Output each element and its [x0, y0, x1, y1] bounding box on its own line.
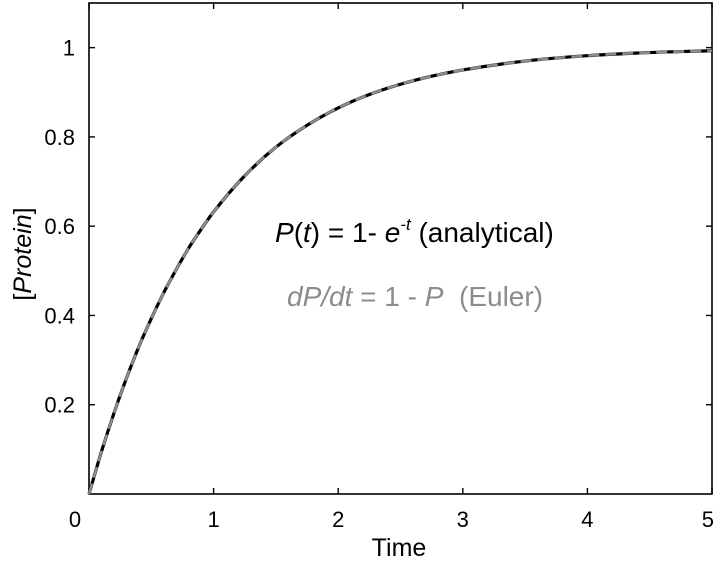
analytical-annotation: P(t) = 1- e-t (analytical): [275, 215, 554, 248]
euler-eq: = 1 -: [352, 281, 424, 312]
y-tick-label: 0.6: [44, 214, 75, 239]
anno-analytical-label: (analytical): [411, 217, 554, 248]
tick-marks: [88, 3, 713, 494]
euler-p: P: [425, 281, 444, 312]
plot-frame: [88, 2, 713, 495]
y-tick-label: 0.8: [44, 125, 75, 150]
x-tick-label: 5: [702, 507, 714, 532]
euler-annotation: dP/dt = 1 - P (Euler): [287, 281, 543, 312]
anno-t: t: [303, 217, 312, 248]
x-tick-label: 1: [207, 507, 219, 532]
x-tick-label: 3: [457, 507, 469, 532]
anno-paren-close: ): [311, 217, 320, 248]
anno-e: e: [385, 217, 401, 248]
euler-lhs: dP/dt: [287, 281, 354, 312]
series-line-dashed: [87, 49, 713, 495]
y-axis-label-open: [: [9, 294, 37, 301]
euler-label: (Euler): [443, 281, 543, 312]
series-layer: [87, 49, 713, 495]
y-tick-label: 0.4: [44, 303, 75, 328]
y-axis-label: [Protein]: [9, 207, 37, 300]
x-tick-label: 4: [581, 507, 593, 532]
y-tick-label: 1: [63, 36, 75, 61]
y-tick-label: 0.2: [44, 393, 75, 418]
anno-paren-open: (: [294, 217, 304, 248]
x-tick-label: 0: [69, 507, 81, 532]
x-tick-label: 2: [332, 507, 344, 532]
tick-labels: 0 1 2 3 4 5 0.2 0.4 0.6 0.8 1: [44, 36, 714, 532]
series-line-solid: [87, 49, 713, 495]
x-axis-label: Time: [372, 534, 427, 562]
anno-p: P: [275, 217, 294, 248]
anno-eq: = 1-: [320, 217, 385, 248]
anno-exponent: -t: [400, 215, 412, 234]
y-axis-label-close: ]: [9, 207, 37, 214]
y-axis-label-text: Protein: [9, 214, 37, 293]
